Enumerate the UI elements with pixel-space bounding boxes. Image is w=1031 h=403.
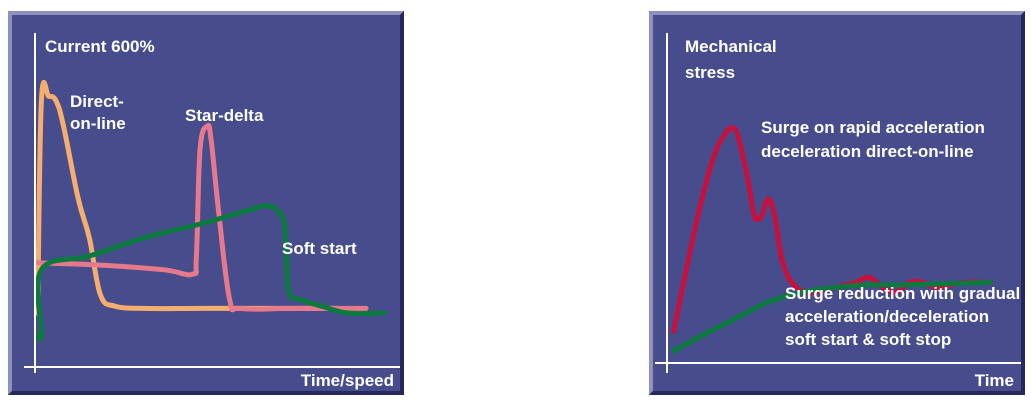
series-group bbox=[35, 79, 388, 342]
y-axis-label: Current 600% bbox=[45, 37, 155, 56]
surge-label: Surge on rapid acceleration deceleration… bbox=[761, 118, 990, 161]
x-axis-label: Time bbox=[975, 371, 1014, 390]
series-line-direct-on-line bbox=[35, 79, 340, 316]
x-axis-label: Time/speed bbox=[301, 371, 394, 390]
series-line-soft-start bbox=[35, 203, 388, 342]
soft-start-label: Soft start bbox=[282, 239, 357, 258]
direct-on-line-label: Direct- on-line bbox=[70, 92, 129, 133]
stress-chart-panel: Mechanical stress Time Surge on rapid ac… bbox=[649, 11, 1025, 395]
star-delta-label: Star-delta bbox=[185, 106, 264, 125]
current-chart-panel: Current 600% Time/speed Direct- on-line … bbox=[8, 11, 404, 395]
y-axis-label: Mechanical stress bbox=[685, 37, 781, 82]
chart-background bbox=[649, 11, 1025, 395]
surge-reduction-label: Surge reduction with gradual acceleratio… bbox=[785, 284, 1025, 349]
stress-chart: Mechanical stress Time Surge on rapid ac… bbox=[649, 11, 1025, 395]
series-line-surge-reduction-with-gradual-acceleratio bbox=[671, 279, 993, 354]
series-group bbox=[671, 125, 993, 354]
current-chart: Current 600% Time/speed Direct- on-line … bbox=[8, 11, 404, 395]
series-line-star-delta bbox=[35, 122, 369, 313]
chart-background bbox=[8, 11, 404, 395]
